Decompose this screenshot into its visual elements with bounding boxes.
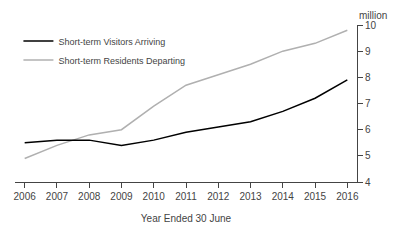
svg-text:9: 9	[365, 46, 371, 57]
svg-text:8: 8	[365, 72, 371, 83]
svg-text:7: 7	[365, 98, 371, 109]
svg-text:10: 10	[365, 20, 377, 31]
svg-text:Year Ended 30 June: Year Ended 30 June	[141, 213, 232, 224]
svg-text:4: 4	[365, 177, 371, 188]
svg-text:2009: 2009	[110, 191, 133, 202]
svg-text:Short-term Residents Departing: Short-term Residents Departing	[58, 56, 185, 66]
svg-text:2015: 2015	[304, 191, 327, 202]
svg-text:6: 6	[365, 124, 371, 135]
svg-text:2011: 2011	[175, 191, 197, 202]
svg-text:Short-term Visitors Arriving: Short-term Visitors Arriving	[58, 37, 165, 47]
svg-text:2007: 2007	[46, 191, 69, 202]
svg-text:2006: 2006	[14, 191, 37, 202]
svg-text:2016: 2016	[336, 191, 359, 202]
svg-text:2010: 2010	[143, 191, 166, 202]
svg-text:2013: 2013	[239, 191, 262, 202]
svg-text:5: 5	[365, 150, 371, 161]
svg-text:million: million	[359, 10, 387, 21]
svg-text:2014: 2014	[272, 191, 295, 202]
svg-text:2012: 2012	[207, 191, 230, 202]
svg-text:2008: 2008	[78, 191, 101, 202]
